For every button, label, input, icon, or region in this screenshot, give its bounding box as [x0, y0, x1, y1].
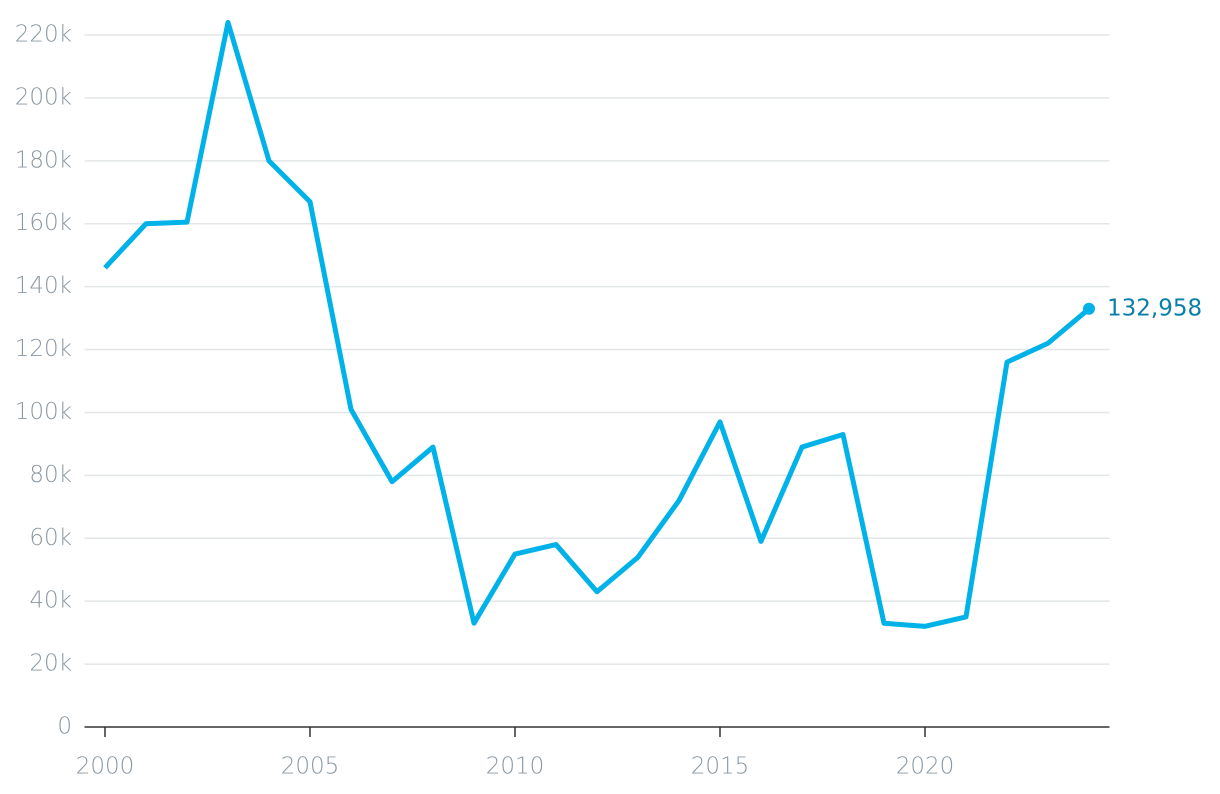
y-tick-label: 140k	[15, 273, 72, 299]
y-tick-label: 0	[57, 714, 72, 740]
y-tick-label: 100k	[15, 399, 72, 425]
line	[103, 19, 1091, 629]
x-tick-label: 2015	[691, 754, 750, 780]
y-tick-label: 80k	[29, 462, 72, 488]
y-tick-label: 120k	[15, 336, 72, 362]
y-tick-label: 220k	[15, 22, 72, 48]
y-tick-label: 40k	[29, 588, 72, 614]
y-tick-label: 60k	[29, 525, 72, 551]
x-tick-label: 2005	[281, 754, 340, 780]
x-tick-label: 2010	[486, 754, 545, 780]
y-tick-label: 200k	[15, 84, 72, 110]
x-tick-label: 2020	[896, 754, 955, 780]
value-label: 132,958	[1107, 295, 1202, 321]
y-tick-label: 180k	[15, 147, 72, 173]
y-tick-label: 20k	[29, 651, 72, 677]
end-point	[1083, 302, 1095, 315]
y-tick-label: 160k	[15, 210, 72, 236]
x-tick-label: 2000	[76, 754, 135, 780]
